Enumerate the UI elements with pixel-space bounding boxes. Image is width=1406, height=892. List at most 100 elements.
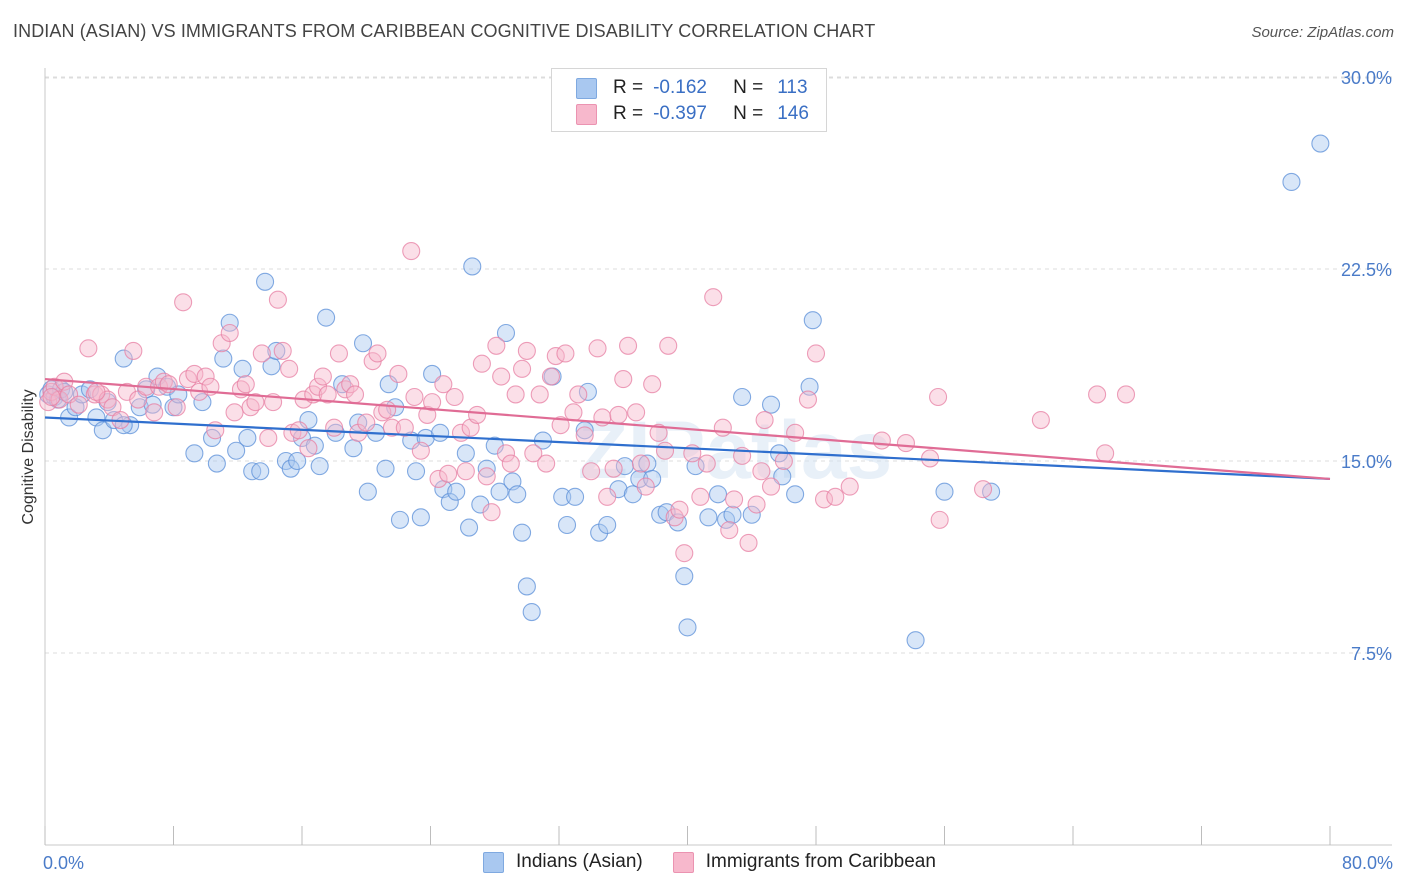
indians-point (786, 485, 805, 504)
caribbean-point (42, 387, 61, 407)
caribbean-point (429, 469, 448, 488)
caribbean-point (506, 385, 525, 404)
caribbean-point (236, 375, 255, 394)
indians-point (214, 349, 233, 368)
caribbean-point (309, 377, 328, 396)
caribbean-point (609, 405, 628, 424)
indians-point (390, 510, 410, 529)
caribbean-point (537, 454, 556, 473)
caribbean-point (167, 398, 186, 417)
caribbean-point (252, 344, 271, 363)
caribbean-point (747, 495, 766, 514)
indians-point (267, 341, 286, 360)
indians-point (906, 631, 925, 650)
caribbean-point (434, 375, 453, 394)
caribbean-point (145, 403, 164, 422)
indians-point (447, 482, 466, 501)
caribbean-point (336, 380, 355, 399)
caribbean-point (598, 487, 617, 506)
caribbean-point (649, 423, 668, 442)
indians-point (114, 349, 133, 368)
caribbean-point (299, 439, 318, 458)
caribbean-point (313, 367, 332, 386)
caribbean-point (382, 418, 402, 437)
indians-point (733, 387, 752, 407)
indians-point (1282, 172, 1301, 192)
indians-point (220, 313, 239, 332)
source-label: Source: ZipAtlas.com (1251, 24, 1394, 41)
caribbean-point (268, 290, 287, 309)
caribbean-point (670, 500, 689, 519)
caribbean-point (541, 367, 561, 386)
caribbean-point (517, 341, 536, 360)
caribbean-point (273, 341, 292, 360)
caribbean-point (69, 395, 88, 414)
indians-point (431, 423, 450, 442)
indians-point (557, 515, 577, 535)
legend-n-label: N = (733, 103, 764, 124)
indians-point (496, 323, 516, 343)
caribbean-point (588, 339, 607, 358)
indians-point (477, 459, 496, 478)
indians-point (522, 602, 541, 622)
series-legend-indians: Indians (Asian) (483, 851, 643, 873)
caribbean-point (739, 533, 758, 552)
series-legend: Indians (Asian) Immigrants from Caribbea… (483, 851, 966, 873)
caribbean-point (225, 403, 244, 422)
indians-point (630, 469, 649, 488)
indians-point (1311, 134, 1330, 153)
caribbean-point (368, 344, 387, 363)
caribbean-point (325, 418, 344, 437)
legend-row-caribbean: R = -0.397 N = 146 (576, 102, 809, 126)
indians-point (773, 467, 792, 486)
indians-point (517, 577, 536, 596)
indians-point (456, 444, 475, 463)
caribbean-point (929, 387, 948, 407)
indians-point (935, 482, 954, 501)
indians-point (463, 257, 482, 276)
caribbean-point (755, 410, 774, 430)
caribbean-point (619, 336, 638, 355)
caribbean-point (659, 336, 678, 355)
caribbean-point (79, 339, 98, 358)
caribbean-point (725, 490, 744, 509)
data-points (39, 134, 1330, 650)
indians-point (598, 515, 617, 535)
caribbean-point (631, 454, 650, 473)
y-tick-label: 22.5% (1341, 260, 1392, 280)
caribbean-point (124, 341, 143, 360)
indians-point (761, 395, 781, 414)
caribbean-point (614, 370, 633, 389)
caribbean-point (477, 467, 496, 486)
caribbean-point (675, 544, 694, 563)
indians-point (251, 462, 270, 481)
caribbean-point (655, 441, 675, 460)
caribbean-point (492, 367, 511, 386)
caribbean-point (482, 503, 501, 522)
legend-r-label: R = (613, 77, 644, 98)
trend-lines (44, 377, 1331, 481)
legend-swatch-caribbean (576, 103, 597, 125)
caribbean-point (445, 387, 464, 407)
caribbean-point (185, 364, 204, 384)
caribbean-point (604, 459, 623, 478)
legend-row-indians: R = -0.162 N = 113 (576, 76, 808, 100)
caribbean-point (280, 359, 299, 378)
indians-point (742, 505, 761, 524)
caribbean-point (129, 390, 148, 409)
indians-point (423, 364, 442, 384)
caribbean-point (241, 398, 260, 417)
caribbean-point (329, 344, 348, 363)
caribbean-point (318, 385, 337, 404)
caribbean-point (103, 398, 122, 417)
caribbean-point (973, 480, 993, 499)
indians-point (185, 444, 204, 463)
series-swatch-caribbean (672, 851, 694, 873)
caribbean-point (704, 288, 723, 307)
indians-point (411, 508, 430, 527)
indians-point (708, 485, 728, 504)
y-tick-label: 15.0% (1341, 452, 1392, 472)
caribbean-point (551, 416, 570, 435)
caribbean-point (487, 336, 506, 355)
indians-point (678, 618, 697, 637)
